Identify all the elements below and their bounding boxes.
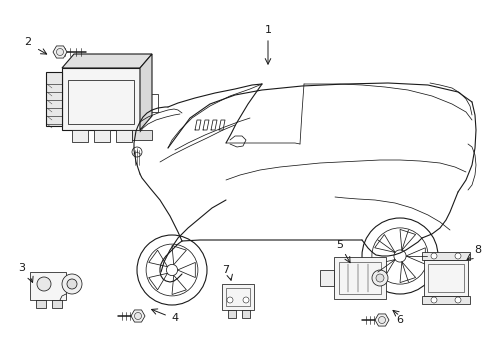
Polygon shape xyxy=(374,314,388,326)
Text: 1: 1 xyxy=(264,25,271,35)
Text: 8: 8 xyxy=(473,245,481,255)
Bar xyxy=(423,260,467,296)
Bar xyxy=(227,310,236,318)
Text: 4: 4 xyxy=(171,313,178,323)
Bar xyxy=(421,252,469,260)
Bar xyxy=(421,296,469,304)
Polygon shape xyxy=(53,46,67,58)
Bar xyxy=(132,130,152,140)
Bar xyxy=(94,130,110,142)
Circle shape xyxy=(454,297,460,303)
Bar xyxy=(62,68,140,130)
Bar xyxy=(30,272,66,300)
Circle shape xyxy=(454,253,460,259)
Bar xyxy=(225,288,249,306)
Circle shape xyxy=(37,277,51,291)
Circle shape xyxy=(371,270,387,286)
Polygon shape xyxy=(62,54,152,68)
Circle shape xyxy=(378,316,385,324)
Text: 6: 6 xyxy=(396,315,403,325)
Bar xyxy=(36,300,46,308)
Bar xyxy=(52,300,62,308)
Circle shape xyxy=(67,279,77,289)
Circle shape xyxy=(430,297,436,303)
Polygon shape xyxy=(46,72,62,126)
Bar xyxy=(338,262,380,294)
Circle shape xyxy=(430,253,436,259)
Text: 3: 3 xyxy=(19,263,25,273)
Bar xyxy=(72,130,88,142)
Text: 7: 7 xyxy=(222,265,229,275)
Circle shape xyxy=(57,49,63,55)
Bar xyxy=(116,130,132,142)
Bar xyxy=(333,257,385,299)
Circle shape xyxy=(226,297,232,303)
Text: 2: 2 xyxy=(24,37,32,47)
Circle shape xyxy=(134,312,141,320)
Circle shape xyxy=(243,297,248,303)
Text: 5: 5 xyxy=(336,240,343,250)
Bar xyxy=(68,80,134,124)
Bar xyxy=(222,284,253,310)
Polygon shape xyxy=(131,310,145,322)
Bar xyxy=(242,310,249,318)
Polygon shape xyxy=(140,54,152,130)
Bar xyxy=(319,270,333,286)
Circle shape xyxy=(375,274,383,282)
Circle shape xyxy=(62,274,82,294)
Bar xyxy=(427,264,463,292)
